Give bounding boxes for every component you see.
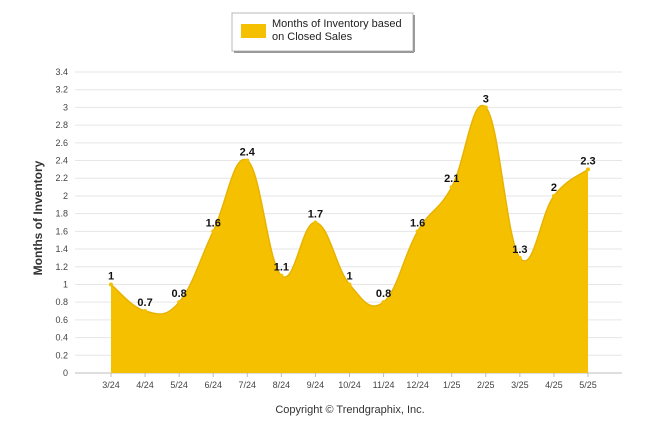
legend-label-line1: Months of Inventory based: [272, 18, 402, 30]
x-axis-ticks: 3/24 4/24 5/24 6/24 7/24 8/24 9/24 10/24 11/24 12…: [102, 373, 597, 390]
data-label: 1: [108, 270, 114, 282]
data-label: 2.1: [444, 173, 459, 185]
y-tick-label: 0.8: [55, 297, 68, 307]
area-line: [110, 104, 589, 315]
y-axis-ticks: 0 0.2 0.4 0.6 0.8 1 1.2 1.4 1.6 1.8 2 2.2 2.4 2.6 2.8 3…: [55, 67, 68, 378]
data-label: 1.7: [308, 209, 323, 221]
data-label: 1.6: [206, 217, 221, 229]
x-tick-label: 2/25: [477, 380, 495, 390]
y-tick-label: 0: [63, 368, 68, 378]
data-point[interactable]: [313, 220, 318, 225]
data-labels: 1 0.7 0.8 1.6 2.4 1.1 1.7 1 0.8 1.6 2.1 3 1.3 2 2.3: [108, 93, 596, 314]
y-tick-label: 1.6: [55, 226, 68, 236]
x-tick-label: 4/24: [136, 380, 154, 390]
x-tick-label: 6/24: [204, 380, 222, 390]
data-label: 1.1: [274, 262, 289, 274]
data-label: 0.7: [137, 297, 152, 309]
data-point[interactable]: [551, 193, 556, 198]
data-point[interactable]: [347, 282, 352, 287]
data-point[interactable]: [109, 282, 113, 287]
x-tick-label: 5/25: [579, 380, 597, 390]
data-label: 0.8: [376, 288, 391, 300]
data-point[interactable]: [517, 255, 522, 260]
data-label: 2.4: [240, 147, 256, 159]
y-axis-title: Months of Inventory: [31, 160, 45, 275]
data-point[interactable]: [177, 300, 182, 305]
data-point[interactable]: [586, 167, 590, 172]
x-tick-label: 3/24: [102, 380, 120, 390]
data-label: 1.6: [410, 217, 425, 229]
legend[interactable]: Months of Inventory based on Closed Sale…: [231, 12, 415, 53]
data-point[interactable]: [211, 229, 216, 234]
legend-swatch: [241, 24, 266, 38]
y-tick-label: 0.2: [55, 350, 68, 360]
y-tick-label: 2.8: [55, 120, 68, 130]
data-label: 2: [551, 182, 557, 194]
x-tick-label: 1/25: [443, 380, 461, 390]
data-label: 3: [483, 93, 489, 105]
y-tick-label: 3.2: [55, 85, 68, 95]
data-point[interactable]: [483, 105, 488, 110]
data-point[interactable]: [381, 300, 386, 305]
data-label: 1: [346, 270, 352, 282]
y-tick-label: 1: [63, 279, 68, 289]
y-tick-label: 2.2: [55, 173, 68, 183]
data-label: 1.3: [512, 244, 527, 256]
area-series: [110, 104, 589, 373]
y-tick-label: 3.4: [55, 67, 68, 77]
x-tick-label: 9/24: [307, 380, 325, 390]
x-tick-label: 10/24: [338, 380, 361, 390]
data-label: 0.8: [171, 288, 186, 300]
grid-lines: [75, 71, 622, 374]
area-fill: [111, 105, 588, 373]
x-tick-label: 12/24: [406, 380, 429, 390]
y-tick-label: 1.2: [55, 262, 68, 272]
legend-label-line2: on Closed Sales: [272, 31, 353, 43]
x-tick-label: 8/24: [273, 380, 291, 390]
x-tick-label: 4/25: [545, 380, 563, 390]
data-point[interactable]: [279, 273, 284, 278]
y-tick-label: 2.6: [55, 138, 68, 148]
x-tick-label: 11/24: [373, 380, 395, 390]
y-tick-label: 1.4: [55, 244, 68, 254]
y-tick-label: 0.4: [55, 333, 68, 343]
copyright-text: Copyright © Trendgraphix, Inc.: [275, 404, 424, 416]
x-tick-label: 3/25: [511, 380, 529, 390]
data-point[interactable]: [449, 185, 454, 190]
y-tick-label: 2: [63, 191, 68, 201]
data-point[interactable]: [245, 158, 250, 163]
x-tick-label: 5/24: [170, 380, 188, 390]
y-tick-label: 1.8: [55, 209, 68, 219]
data-point[interactable]: [415, 229, 420, 234]
y-tick-label: 0.6: [55, 315, 68, 325]
y-tick-label: 2.4: [55, 156, 68, 166]
data-label: 2.3: [580, 155, 595, 167]
y-tick-label: 3: [63, 102, 68, 112]
data-point[interactable]: [143, 309, 148, 314]
x-tick-label: 7/24: [239, 380, 257, 390]
